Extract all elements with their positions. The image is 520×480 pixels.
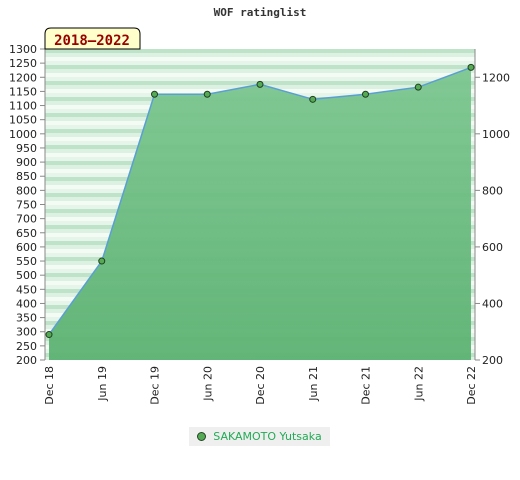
period-label: 2018–2022 [54,33,130,49]
y-tick-label: 950 [16,142,37,155]
data-point [203,90,211,98]
data-point [362,90,369,98]
background-band [45,65,475,69]
x-axis-ticks: Dec 18 Jun 19 Dec 19 Jun 20 Dec 20 Jun 21 Dec … [43,366,478,405]
y-tick-label: 600 [16,241,37,254]
rating-area [49,67,471,361]
y-tick-label: 850 [16,170,37,183]
y-tick-label: 650 [16,227,37,240]
background-band [45,73,475,77]
legend-marker-icon [197,432,207,441]
y-right-tick-label: 600 [482,241,503,254]
chart-title: WOF ratinglist [213,6,307,19]
data-point [309,95,317,103]
background-band [45,69,475,73]
x-tick-label: Dec 18 [43,366,56,405]
background-band [45,77,475,81]
legend-label: SAKAMOTO Yutsaka [213,430,322,443]
y-tick-label: 900 [16,156,37,169]
x-tick-label: Jun 21 [307,366,320,402]
y-tick-label: 250 [16,340,37,353]
x-tick-label: Dec 19 [149,366,162,405]
y-tick-label: 1300 [9,43,37,56]
data-point [256,80,264,88]
x-tick-label: Jun 22 [412,366,425,402]
y-right-tick-label: 1000 [482,128,510,141]
y-tick-label: 1200 [9,71,37,84]
data-point [98,257,106,265]
period-badge: 2018–2022 [44,27,141,50]
y-right-tick-label: 800 [482,184,503,197]
x-tick-label: Dec 22 [465,366,478,405]
y-right-tick-label: 400 [482,297,503,310]
x-tick-label: Jun 20 [201,366,214,402]
y-tick-label: 500 [16,269,37,282]
x-tick-label: Jun 19 [96,366,109,402]
y-tick-label: 1050 [9,114,37,127]
background-band [45,53,475,57]
y-tick-label: 1150 [9,85,37,98]
y-tick-label: 800 [16,184,37,197]
y-tick-label: 200 [16,354,37,367]
x-tick-label: Dec 20 [254,366,267,405]
y-tick-label: 350 [16,312,37,325]
data-point [45,331,53,339]
y-right-tick-label: 1200 [482,71,510,84]
y-tick-label: 700 [16,213,37,226]
background-band [45,57,475,61]
y-tick-label: 300 [16,326,37,339]
y-right-tick-label: 200 [482,354,503,367]
y-tick-label: 550 [16,255,37,268]
background-band [45,61,475,65]
y-tick-label: 1000 [9,128,37,141]
y-tick-label: 1100 [9,100,37,113]
background-band [45,49,475,53]
legend: SAKAMOTO Yutsaka [189,427,330,446]
right-axis-ticks: 200 400 600 800 1000 1200 [475,71,510,367]
data-markers [45,63,475,339]
data-point [467,63,475,71]
y-tick-label: 750 [16,199,37,212]
x-tick-label: Dec 21 [360,366,373,405]
data-point [414,83,422,91]
y-tick-label: 1250 [9,57,37,70]
y-tick-label: 400 [16,297,37,310]
y-tick-label: 450 [16,283,37,296]
data-point [151,90,158,98]
